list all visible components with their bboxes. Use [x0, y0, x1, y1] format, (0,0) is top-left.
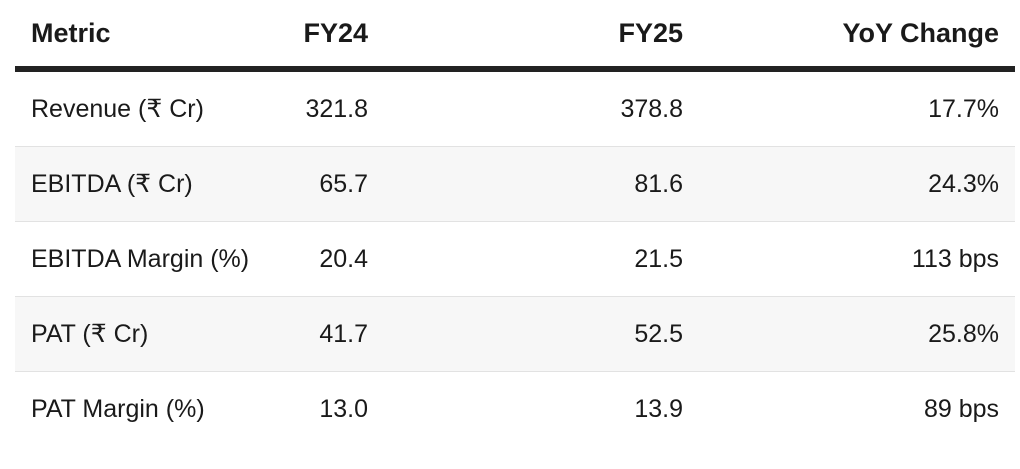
financial-metrics-table-container: Metric FY24 FY25 YoY Change Revenue (₹ C… [15, 0, 1015, 446]
cell-fy25: 378.8 [384, 69, 699, 147]
cell-metric: PAT Margin (%) [31, 394, 205, 423]
cell-metric: EBITDA Margin (%) [15, 221, 272, 297]
cell-yoy: 17.7% [699, 69, 1015, 147]
header-row: Metric FY24 FY25 YoY Change [15, 0, 1015, 72]
cell-metric: EBITDA (₹ Cr) [15, 146, 272, 222]
cell-yoy: 24.3% [699, 146, 1015, 222]
cell-fy25: 52.5 [384, 296, 699, 372]
cell-fy25: 13.9 [634, 394, 683, 423]
cell-fy24: 65.7 [272, 146, 384, 222]
cell-metric: Revenue (₹ Cr) [15, 69, 272, 147]
cell-fy24: 41.7 [272, 296, 384, 372]
header-metric: Metric [15, 0, 272, 72]
cell-yoy: 25.8% [699, 296, 1015, 372]
financial-metrics-table: Metric FY24 FY25 YoY Change Revenue (₹ C… [15, 0, 1015, 446]
cell-fy25: 81.6 [384, 146, 699, 222]
table-header: Metric FY24 FY25 YoY Change [15, 0, 1015, 72]
cell-yoy: 89 bps [923, 394, 999, 423]
cell-fy24: 13.0 [319, 394, 368, 423]
header-fy25: FY25 [384, 0, 699, 72]
table-row: EBITDA (₹ Cr) 65.7 81.6 24.3% [15, 146, 1015, 222]
table-row: EBITDA Margin (%) 20.4 21.5 113 bps [15, 221, 1015, 297]
cell-fy25: 21.5 [384, 221, 699, 297]
header-fy24: FY24 [272, 0, 384, 72]
table-body: Revenue (₹ Cr) 321.8 378.8 17.7% EBITDA … [15, 69, 1015, 446]
cell-fy24: 20.4 [272, 221, 384, 297]
table-row: PAT (₹ Cr) 41.7 52.5 25.8% [15, 296, 1015, 372]
table-row: PAT Margin (%) 13.0 13.9 89 bps [15, 372, 1015, 447]
cell-metric: PAT (₹ Cr) [15, 296, 272, 372]
cell-fy24: 321.8 [272, 69, 384, 147]
header-yoy: YoY Change [699, 0, 1015, 72]
cell-yoy: 113 bps [699, 221, 1015, 297]
table-row: Revenue (₹ Cr) 321.8 378.8 17.7% [15, 69, 1015, 147]
